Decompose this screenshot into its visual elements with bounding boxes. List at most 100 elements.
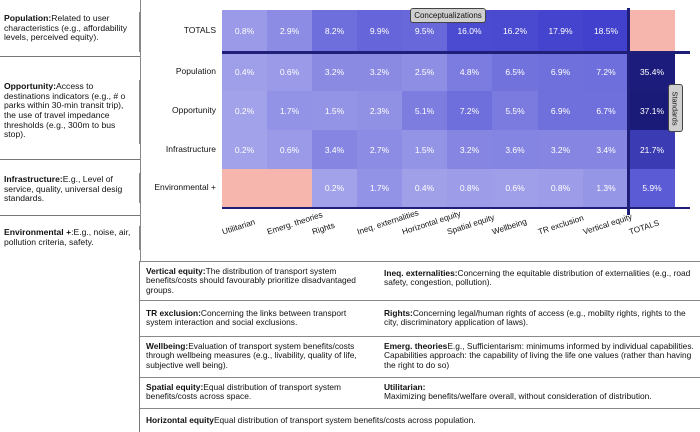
legend-text: Concerning the equitable distribution of… — [384, 269, 691, 288]
legend-text: Concerning legal/human rights of access … — [384, 309, 686, 328]
heatmap-cell: 6.7% — [583, 91, 629, 130]
heatmap-cell: 6.9% — [538, 52, 583, 91]
totals-column-separator — [627, 8, 630, 215]
legend-term: Wellbeing: — [146, 342, 189, 351]
heatmap-cell: 0.2% — [312, 169, 357, 207]
heatmap-cell: 1.7% — [357, 169, 402, 207]
column-label: Utilitarian — [220, 217, 256, 237]
legend-term: Emerg. theories — [384, 342, 448, 351]
column-label: TOTALS — [628, 218, 661, 237]
heatmap-cell: 3.2% — [357, 52, 402, 91]
heatmap-cell — [629, 10, 675, 52]
legend-emerg-theories: Emerg. theoriesE.g., Sufficientarism: mi… — [380, 342, 700, 376]
standards-tag: Standards — [668, 84, 683, 132]
standards-tag-label: Standards — [671, 90, 681, 126]
heatmap-cell: 35.4% — [629, 52, 675, 91]
heatmap-cell: 3.4% — [312, 130, 357, 169]
heatmap-cell: 0.2% — [222, 130, 267, 169]
column-label: Vertical equity — [582, 212, 634, 237]
heatmap-cell: 3.6% — [492, 130, 538, 169]
heatmap-cell: 7.2% — [447, 91, 492, 130]
heatmap-cell: 3.2% — [312, 52, 357, 91]
heatmap-cell: 3.2% — [447, 130, 492, 169]
totals-row-separator — [222, 51, 690, 54]
divider — [140, 377, 700, 378]
heatmap-cell: 0.8% — [222, 10, 267, 52]
heatmap-cell: 17.9% — [538, 10, 583, 52]
definitions-border — [140, 0, 141, 261]
legend-term: Ineq. externalities: — [384, 269, 458, 278]
heatmap-cell: 16.2% — [492, 10, 538, 52]
divider — [140, 261, 700, 262]
heatmap-cell: 3.2% — [538, 130, 583, 169]
legend-utilitarian: Utilitarian: Maximizing benefits/welfare … — [380, 383, 700, 407]
heatmap-cell: 2.5% — [402, 52, 447, 91]
divider — [140, 300, 700, 301]
heatmap-cell: 2.9% — [267, 10, 312, 52]
divider — [0, 56, 140, 57]
heatmap-cell: 3.4% — [583, 130, 629, 169]
matrix-bottom-rule — [222, 207, 690, 209]
definition-text: Access to destinations indicators (e.g.,… — [4, 81, 126, 140]
definition-text: :E.g., noise, air, pollution criteria, s… — [4, 227, 131, 247]
legend-term: Utilitarian: — [384, 383, 426, 392]
definition-term: Infrastructure: — [4, 174, 63, 184]
definition-population: Population:Related to user characteristi… — [0, 12, 140, 52]
heatmap-cell: 1.7% — [267, 91, 312, 130]
divider — [140, 336, 700, 337]
heatmap-cell: 5.9% — [629, 169, 675, 207]
heatmap-cell: 0.8% — [538, 169, 583, 207]
heatmap-cell: 6.5% — [492, 52, 538, 91]
legend-term: Horizontal equity — [146, 416, 214, 425]
heatmap-cell — [222, 169, 267, 207]
heatmap-cell: 7.2% — [583, 52, 629, 91]
legend-term: Spatial equity: — [146, 383, 204, 392]
legend-vertical-equity: Vertical equity:The distribution of tran… — [142, 267, 374, 301]
legend-wellbeing: Wellbeing:Evaluation of transport system… — [142, 342, 374, 376]
heatmap-cell: 0.6% — [267, 52, 312, 91]
heatmap-cell: 5.1% — [402, 91, 447, 130]
heatmap-cell: 0.4% — [222, 52, 267, 91]
heatmap-cell: 18.5% — [583, 10, 629, 52]
column-label: Wellbeing — [491, 216, 528, 237]
column-label: TR exclusion — [536, 213, 585, 237]
heatmap-cell: 0.6% — [492, 169, 538, 207]
heatmap-cell: 0.6% — [267, 130, 312, 169]
heatmap-cell: 1.5% — [312, 91, 357, 130]
definition-text: E.g., Level of service, quality, univers… — [4, 174, 123, 203]
divider — [0, 159, 140, 160]
legend-ineq-externalities: Ineq. externalities:Concerning the equit… — [380, 269, 700, 299]
row-label: TOTALS — [183, 25, 216, 35]
heatmap-cell: 0.2% — [222, 91, 267, 130]
legend-text: Equal distribution of transport system b… — [146, 383, 342, 402]
definition-opportunity: Opportunity:Access to destinations indic… — [0, 80, 140, 144]
heatmap-cell: 8.2% — [312, 10, 357, 52]
definition-infrastructure: Infrastructure:E.g., Level of service, q… — [0, 173, 140, 203]
definition-term: Opportunity: — [4, 81, 57, 91]
legend-term: Rights: — [384, 309, 413, 318]
definition-term: Environmental + — [4, 227, 72, 237]
row-label: Opportunity — [172, 104, 216, 115]
legend-spatial-equity: Spatial equity:Equal distribution of tra… — [142, 383, 374, 407]
heatmap-cell: 6.9% — [538, 91, 583, 130]
heatmap-cell: 4.8% — [447, 52, 492, 91]
legend-term: TR exclusion: — [146, 309, 201, 318]
heatmap-cell: 21.7% — [629, 130, 675, 169]
heatmap-matrix: 0.8% 2.9% 8.2% 9.9% 9.5% 16.0% 16.2% 17.9% 18.5%… — [154, 8, 690, 237]
row-label: Infrastructure — [165, 143, 216, 154]
conceptualizations-tag: Conceptualizations — [410, 8, 486, 23]
row-label: Environmental + — [154, 182, 216, 192]
definition-text: Related to user characteristics (e.g., a… — [4, 13, 128, 43]
legend-text: Evaluation of transport system benefits/… — [146, 342, 357, 370]
legend-horizontal-equity: Horizontal equityEqual distribution of t… — [142, 416, 699, 430]
definition-environmental: Environmental +:E.g., noise, air, pollut… — [0, 226, 140, 250]
divider — [0, 215, 140, 216]
heatmap-cell: 1.5% — [402, 130, 447, 169]
heatmap-cell: 2.3% — [357, 91, 402, 130]
legend-text: Maximizing benefits/welfare overall, wit… — [384, 391, 652, 402]
heatmap-cell: 1.3% — [583, 169, 629, 207]
legend-text: Concerning the links between transport s… — [146, 309, 347, 328]
legend-term: Vertical equity: — [146, 267, 206, 276]
legend-text: Equal distribution of transport system b… — [213, 416, 476, 425]
legend-table: Vertical equity:The distribution of tran… — [139, 261, 700, 432]
